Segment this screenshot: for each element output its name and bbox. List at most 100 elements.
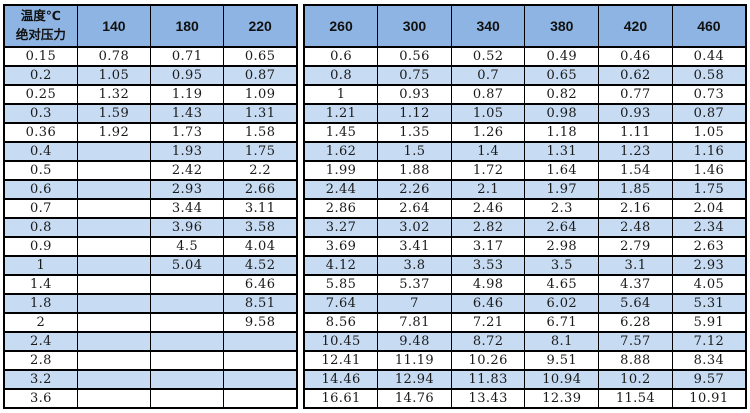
value-cell: 1.85 [598, 179, 673, 200]
table-left-block: 温度℃ 绝对压力 140 180 220 0.15 0.78 0.71 0.65 0.2 1.05… [3, 4, 298, 409]
value-cell: 3.5 [524, 255, 600, 276]
value-cell: 10.45 [303, 331, 379, 352]
value-cell: 0.93 [377, 84, 452, 105]
value-cell: 3.69 [303, 236, 379, 257]
table-right-block: 260 300 340 380 420 460 0.6 0.56 0.52 0.49 0.46 0.… [303, 4, 747, 409]
value-cell: 11.54 [598, 388, 673, 409]
value-cell [149, 312, 225, 333]
value-cell [223, 388, 298, 409]
value-cell: 1.59 [76, 103, 152, 124]
value-cell: 3.8 [377, 255, 452, 276]
value-cell: 2.66 [223, 179, 298, 200]
column-header-140: 140 [76, 4, 152, 48]
pressure-cell: 2.8 [3, 350, 78, 371]
value-cell [76, 217, 152, 238]
column-header-460: 460 [671, 4, 747, 48]
value-cell: 1.21 [303, 103, 379, 124]
value-cell: 2.26 [377, 179, 452, 200]
value-cell: 4.04 [223, 236, 298, 257]
value-cell: 2.93 [149, 179, 225, 200]
value-cell: 5.31 [671, 293, 747, 314]
value-cell: 0.78 [76, 46, 152, 67]
value-cell: 4.98 [450, 274, 526, 295]
value-cell: 0.65 [223, 46, 298, 67]
value-cell: 0.58 [671, 65, 747, 86]
value-cell [76, 255, 152, 276]
value-cell: 2.3 [524, 198, 600, 219]
value-cell: 2.34 [671, 217, 747, 238]
table-row: 3.2 [3, 369, 298, 390]
table-row: 2.44 2.26 2.1 1.97 1.85 1.75 [303, 179, 747, 200]
table-row: 2.86 2.64 2.46 2.3 2.16 2.04 [303, 198, 747, 219]
pressure-cell: 2 [3, 312, 78, 333]
value-cell: 2.04 [671, 198, 747, 219]
header-row: 260 300 340 380 420 460 [303, 4, 747, 48]
value-cell [149, 388, 225, 409]
value-cell: 11.83 [450, 369, 526, 390]
value-cell: 1.05 [450, 103, 526, 124]
value-cell: 0.65 [524, 65, 600, 86]
table-row: 0.6 2.93 2.66 [3, 179, 298, 200]
value-cell: 3.96 [149, 217, 225, 238]
value-cell: 1.45 [303, 122, 379, 143]
table-row: 3.6 [3, 388, 298, 409]
value-cell [76, 369, 152, 390]
value-cell: 3.53 [450, 255, 526, 276]
value-cell: 12.39 [524, 388, 600, 409]
value-cell: 2.64 [524, 217, 600, 238]
pressure-cell: 0.6 [3, 179, 78, 200]
table-row: 0.7 3.44 3.11 [3, 198, 298, 219]
value-cell: 2.63 [671, 236, 747, 257]
value-cell: 0.87 [223, 65, 298, 86]
value-cell [76, 331, 152, 352]
value-cell: 1.09 [223, 84, 298, 105]
value-cell: 2.93 [671, 255, 747, 276]
table-row: 1.8 8.51 [3, 293, 298, 314]
pressure-cell: 0.9 [3, 236, 78, 257]
table-row: 1.4 6.46 [3, 274, 298, 295]
table-row: 12.41 11.19 10.26 9.51 8.88 8.34 [303, 350, 747, 371]
value-cell: 8.51 [223, 293, 298, 314]
value-cell [76, 198, 152, 219]
value-cell [223, 369, 298, 390]
table-row: 0.2 1.05 0.95 0.87 [3, 65, 298, 86]
value-cell: 7 [377, 293, 452, 314]
value-cell [76, 312, 152, 333]
pressure-cell: 0.36 [3, 122, 78, 143]
value-cell: 1.23 [598, 141, 673, 162]
value-cell: 0.77 [598, 84, 673, 105]
value-cell: 1.05 [671, 122, 747, 143]
value-cell: 6.46 [450, 293, 526, 314]
value-cell: 1.05 [76, 65, 152, 86]
value-cell: 1.88 [377, 160, 452, 181]
value-cell: 1 [303, 84, 379, 105]
pressure-cell: 1.4 [3, 274, 78, 295]
value-cell [149, 331, 225, 352]
value-cell: 10.26 [450, 350, 526, 371]
value-cell: 1.11 [598, 122, 673, 143]
value-cell: 2.64 [377, 198, 452, 219]
value-cell: 3.41 [377, 236, 452, 257]
corner-pressure-label: 绝对压力 [15, 28, 66, 42]
value-cell: 11.19 [377, 350, 452, 371]
table-row: 3.69 3.41 3.17 2.98 2.79 2.63 [303, 236, 747, 257]
value-cell: 0.87 [671, 103, 747, 124]
value-cell: 1.99 [303, 160, 379, 181]
value-cell: 2.42 [149, 160, 225, 181]
value-cell: 9.48 [377, 331, 452, 352]
value-cell: 1.35 [377, 122, 452, 143]
value-cell: 5.04 [149, 255, 225, 276]
value-cell: 1.12 [377, 103, 452, 124]
pressure-cell: 0.4 [3, 141, 78, 162]
value-cell: 6.46 [223, 274, 298, 295]
value-cell: 5.85 [303, 274, 379, 295]
value-cell: 6.71 [524, 312, 600, 333]
table-row: 1.45 1.35 1.26 1.18 1.11 1.05 [303, 122, 747, 143]
pressure-cell: 0.2 [3, 65, 78, 86]
value-cell: 7.12 [671, 331, 747, 352]
table-row: 4.12 3.8 3.53 3.5 3.1 2.93 [303, 255, 747, 276]
pressure-cell: 0.3 [3, 103, 78, 124]
value-cell: 1.72 [450, 160, 526, 181]
value-cell [223, 350, 298, 371]
